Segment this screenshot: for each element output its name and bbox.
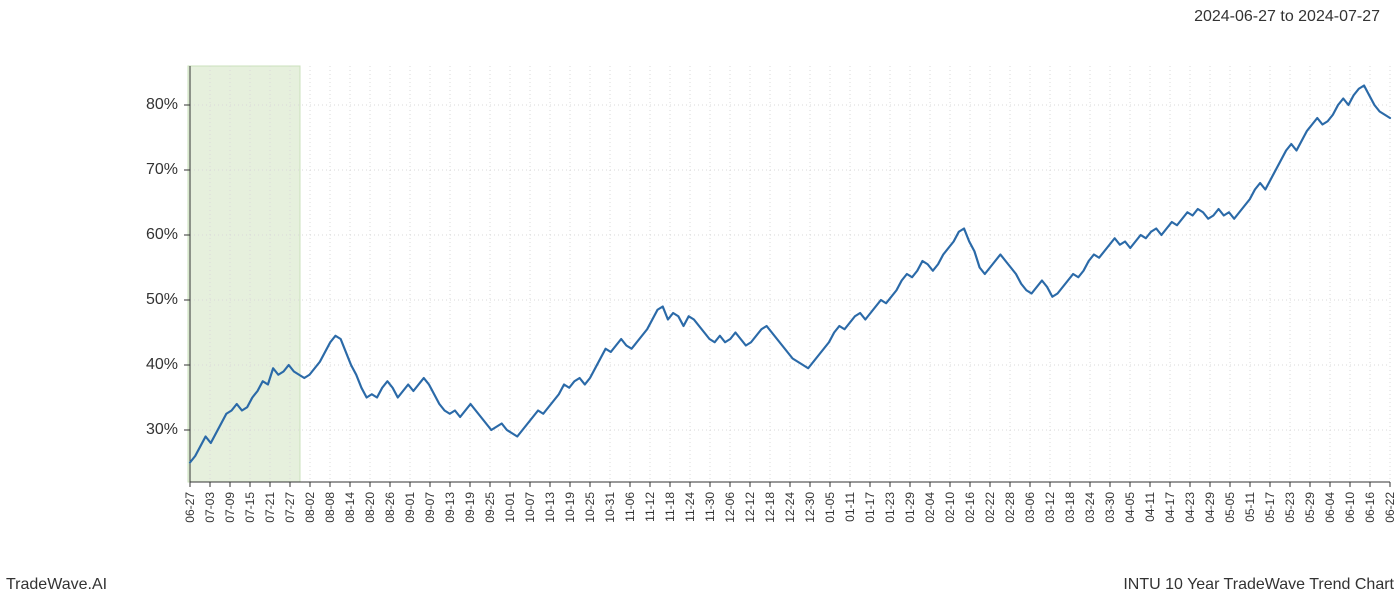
x-tick-label: 11-18 [663, 492, 677, 522]
y-tick-label: 50% [146, 291, 178, 308]
x-tick-label: 06-10 [1343, 492, 1357, 523]
x-tick-label: 05-29 [1303, 492, 1317, 523]
x-tick-label: 01-29 [903, 492, 917, 523]
x-tick-label: 06-27 [183, 492, 197, 523]
x-tick-label: 07-09 [223, 492, 237, 523]
x-tick-label: 10-13 [543, 492, 557, 523]
x-tick-label: 01-05 [823, 492, 837, 523]
x-tick-label: 12-06 [723, 492, 737, 523]
x-tick-label: 10-01 [503, 492, 517, 523]
x-tick-label: 05-05 [1223, 492, 1237, 523]
x-tick-label: 03-06 [1023, 492, 1037, 523]
x-tick-label: 06-04 [1323, 492, 1337, 523]
x-tick-label: 01-23 [883, 492, 897, 523]
x-tick-label: 07-27 [283, 492, 297, 523]
y-tick-label: 60% [146, 226, 178, 243]
x-tick-label: 11-06 [623, 492, 637, 522]
x-tick-label: 06-22 [1383, 492, 1397, 523]
x-tick-label: 12-24 [783, 492, 797, 523]
x-tick-label: 02-16 [963, 492, 977, 523]
x-tick-label: 04-17 [1163, 492, 1177, 523]
x-tick-label: 07-21 [263, 492, 277, 523]
x-tick-label: 07-15 [243, 492, 257, 523]
x-tick-label: 12-18 [763, 492, 777, 523]
x-tick-label: 09-01 [403, 492, 417, 523]
x-tick-label: 01-11 [843, 492, 857, 522]
x-tick-label: 03-18 [1063, 492, 1077, 523]
x-tick-label: 08-26 [383, 492, 397, 523]
y-tick-label: 80% [146, 96, 178, 113]
x-tick-label: 05-11 [1243, 492, 1257, 522]
x-tick-label: 03-12 [1043, 492, 1057, 523]
x-tick-label: 12-30 [803, 492, 817, 523]
x-tick-label: 04-11 [1143, 492, 1157, 522]
x-tick-label: 03-30 [1103, 492, 1117, 523]
x-tick-label: 04-05 [1123, 492, 1137, 523]
x-tick-label: 08-08 [323, 492, 337, 523]
x-tick-label: 02-10 [943, 492, 957, 523]
x-tick-label: 01-17 [863, 492, 877, 523]
x-tick-label: 09-25 [483, 492, 497, 523]
x-tick-label: 03-24 [1083, 492, 1097, 523]
x-tick-label: 10-25 [583, 492, 597, 523]
x-tick-label: 07-03 [203, 492, 217, 523]
x-tick-label: 11-12 [643, 492, 657, 522]
y-tick-label: 70% [146, 161, 178, 178]
x-tick-label: 10-07 [523, 492, 537, 523]
x-tick-label: 04-23 [1183, 492, 1197, 523]
x-tick-label: 09-19 [463, 492, 477, 523]
y-tick-label: 30% [146, 421, 178, 438]
x-tick-label: 11-24 [683, 492, 697, 522]
x-tick-label: 09-13 [443, 492, 457, 523]
x-tick-label: 10-19 [563, 492, 577, 523]
x-tick-label: 08-02 [303, 492, 317, 523]
x-tick-label: 02-28 [1003, 492, 1017, 523]
highlight-band [188, 66, 300, 482]
x-tick-label: 08-14 [343, 492, 357, 523]
chart-container: 2024-06-27 to 2024-07-27 TradeWave.AI IN… [0, 0, 1400, 600]
x-tick-label: 06-16 [1363, 492, 1377, 523]
x-tick-label: 12-12 [743, 492, 757, 523]
x-tick-label: 09-07 [423, 492, 437, 523]
trend-chart: 30% 40% 50% 60% 70% 80% 06-27 07-03 07-09 07-15 07… [0, 0, 1400, 600]
x-tick-label: 10-31 [603, 492, 617, 523]
x-tick-label: 11-30 [703, 492, 717, 522]
x-tick-label: 04-29 [1203, 492, 1217, 523]
x-tick-label: 05-17 [1263, 492, 1277, 523]
y-tick-label: 40% [146, 356, 178, 373]
x-tick-label: 05-23 [1283, 492, 1297, 523]
x-tick-label: 02-22 [983, 492, 997, 523]
x-tick-label: 02-04 [923, 492, 937, 523]
x-tick-label: 08-20 [363, 492, 377, 523]
